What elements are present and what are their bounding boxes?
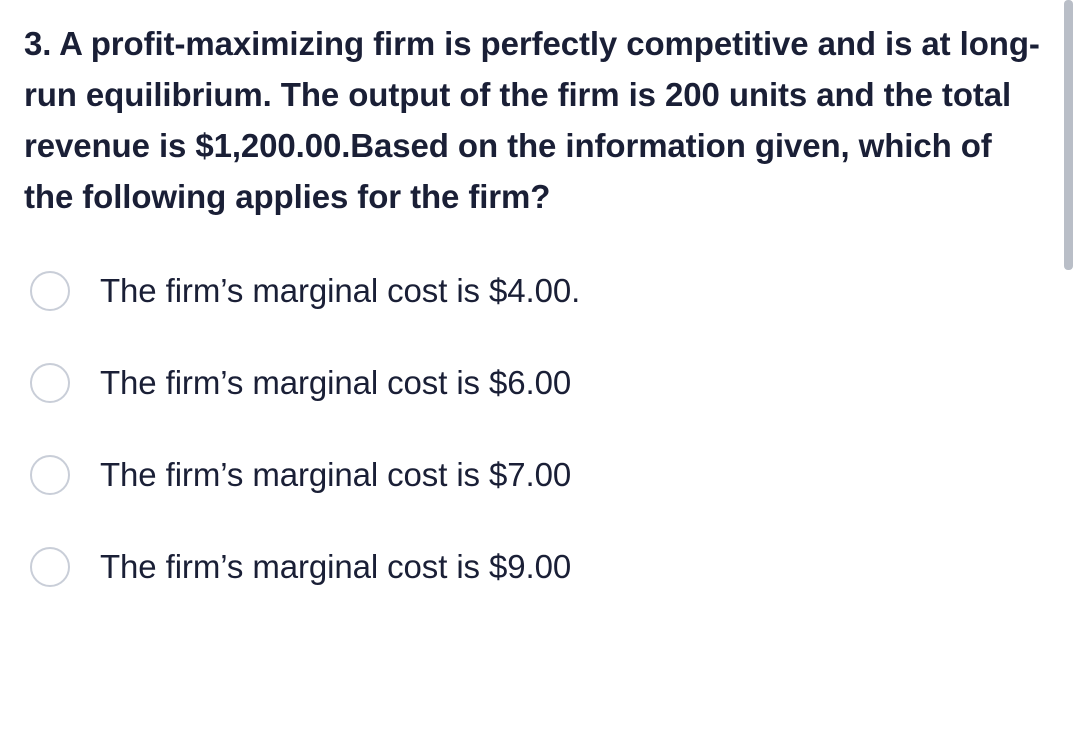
- options-group: The firm’s marginal cost is $4.00. The f…: [24, 271, 1049, 587]
- radio-icon[interactable]: [30, 363, 70, 403]
- question-page: 3. A profit-maximizing firm is perfectly…: [0, 0, 1073, 734]
- option-label: The firm’s marginal cost is $6.00: [100, 364, 571, 402]
- radio-icon[interactable]: [30, 547, 70, 587]
- radio-icon[interactable]: [30, 455, 70, 495]
- option-row[interactable]: The firm’s marginal cost is $9.00: [30, 547, 1049, 587]
- scrollbar-thumb[interactable]: [1064, 0, 1073, 270]
- option-row[interactable]: The firm’s marginal cost is $6.00: [30, 363, 1049, 403]
- option-label: The firm’s marginal cost is $9.00: [100, 548, 571, 586]
- scrollbar-track[interactable]: [1064, 0, 1073, 734]
- radio-icon[interactable]: [30, 271, 70, 311]
- question-text: 3. A profit-maximizing firm is perfectly…: [24, 18, 1049, 223]
- option-label: The firm’s marginal cost is $7.00: [100, 456, 571, 494]
- option-row[interactable]: The firm’s marginal cost is $7.00: [30, 455, 1049, 495]
- option-label: The firm’s marginal cost is $4.00.: [100, 272, 580, 310]
- option-row[interactable]: The firm’s marginal cost is $4.00.: [30, 271, 1049, 311]
